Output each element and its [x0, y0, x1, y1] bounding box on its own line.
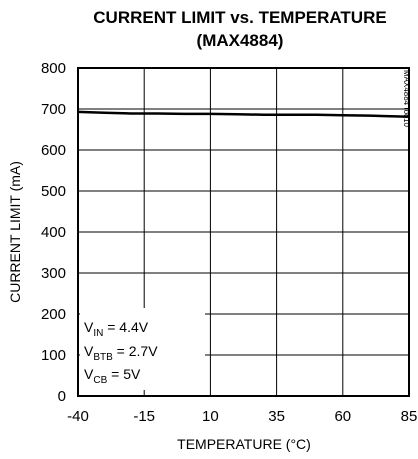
x-tick-label: 35: [268, 408, 285, 425]
y-tick-label: 600: [41, 142, 66, 159]
annotation-line-3: VCB = 5V: [84, 366, 141, 386]
x-tick-labels: -40 -15 10 35 60 85: [67, 408, 417, 425]
y-tick-label: 400: [41, 224, 66, 241]
annotation-line-2: VBTB = 2.7V: [84, 343, 158, 363]
watermark-text: MAX4884 toc10: [402, 70, 411, 127]
annotation-line-1: VIN = 4.4V: [84, 319, 149, 339]
x-tick-label: 85: [401, 408, 418, 425]
series-line-1: [77, 110, 410, 119]
x-tick-label: -15: [133, 408, 155, 425]
y-tick-label: 200: [41, 306, 66, 323]
y-tick-label: 700: [41, 101, 66, 118]
x-tick-label: 60: [334, 408, 351, 425]
x-tick-label: 10: [202, 408, 219, 425]
x-tick-label: -40: [67, 408, 89, 425]
chart-title-line2: (MAX4884): [197, 31, 284, 50]
y-tick-label: 100: [41, 347, 66, 364]
annotation-box: [80, 308, 205, 390]
y-tick-label: 0: [58, 388, 66, 405]
x-axis-label: TEMPERATURE (°C): [177, 436, 311, 452]
y-tick-labels: 0 100 200 300 400 500 600 700 800: [41, 60, 66, 405]
y-tick-label: 300: [41, 265, 66, 282]
plot-area-frame: [77, 67, 410, 397]
series-group: [77, 110, 410, 119]
condition-annotations: VIN = 4.4V VBTB = 2.7V VCB = 5V: [84, 319, 158, 386]
y-axis-label: CURRENT LIMIT (mA): [7, 161, 23, 303]
y-tick-label: 500: [41, 183, 66, 200]
chart-title-line1: CURRENT LIMIT vs. TEMPERATURE: [93, 8, 386, 27]
y-tick-label: 800: [41, 60, 66, 77]
